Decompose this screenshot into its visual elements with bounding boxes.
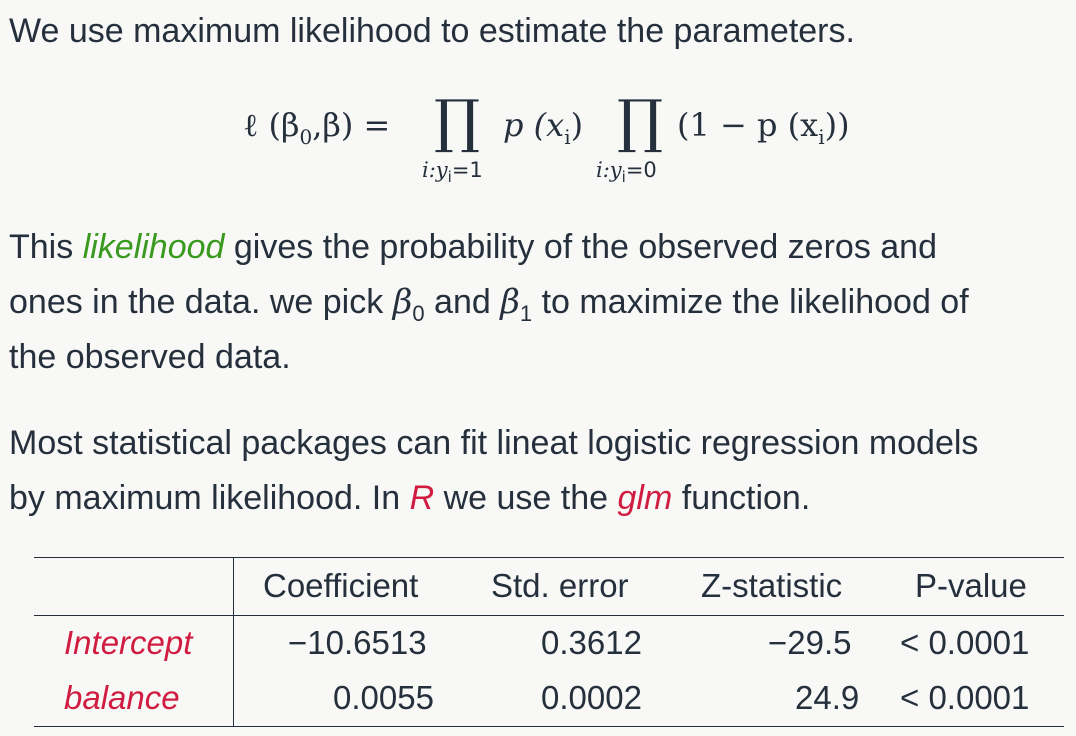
paragraph1-line1: This likelihood gives the probability of… <box>9 228 937 266</box>
table-vertical-rule <box>233 557 234 727</box>
cell-p-value: < 0.0001 <box>900 624 1030 661</box>
formula-lhs: ℓ (β0,β) = <box>243 106 391 149</box>
paragraph1-line2: ones in the data. we pick β0 and β1 to m… <box>9 282 969 326</box>
product-limit-1: i:yi=1 <box>422 158 483 187</box>
cell-z-statistic: −29.5 <box>768 624 852 661</box>
product-limit-2: i:yi=0 <box>596 158 657 187</box>
header-coefficient: Coefficient <box>263 567 419 604</box>
intro-text: We use maximum likelihood to estimate th… <box>9 12 855 50</box>
coefficient-table: Coefficient Std. error Z-statistic P-val… <box>34 557 1064 727</box>
cell-std-error: 0.0002 <box>541 679 642 716</box>
cell-p-value: < 0.0001 <box>900 679 1030 716</box>
row-label: balance <box>64 679 180 716</box>
cell-std-error: 0.3612 <box>541 624 642 661</box>
formula-term-2: (1 − p (xi)) <box>677 106 850 149</box>
product-symbol-1: ∏ <box>434 87 481 155</box>
table-bottom-rule <box>34 726 1064 727</box>
formula-term-1: p (xi) <box>503 106 584 149</box>
paragraph1-line3: the observed data. <box>9 338 291 376</box>
header-z-statistic: Z-statistic <box>701 567 843 604</box>
cell-coefficient: −10.6513 <box>288 624 427 661</box>
glm-term: glm <box>617 479 673 517</box>
likelihood-formula: ℓ (β0,β) = ∏ p (xi) i:yi=1 ∏ (1 − p (xi)… <box>0 0 1076 200</box>
table-header-rule <box>34 615 1064 616</box>
table-top-rule <box>34 557 1064 558</box>
row-label: Intercept <box>64 624 193 661</box>
product-symbol-2: ∏ <box>617 87 664 155</box>
paragraph2-line1: Most statistical packages can fit lineat… <box>9 424 979 462</box>
header-std-error: Std. error <box>491 567 629 604</box>
r-term: R <box>409 479 435 517</box>
header-p-value: P-value <box>915 567 1027 604</box>
paragraph2-line2: by maximum likelihood. In R we use the g… <box>9 479 811 517</box>
likelihood-term: likelihood <box>82 228 225 266</box>
cell-z-statistic: 24.9 <box>795 679 860 716</box>
cell-coefficient: 0.0055 <box>333 679 434 716</box>
